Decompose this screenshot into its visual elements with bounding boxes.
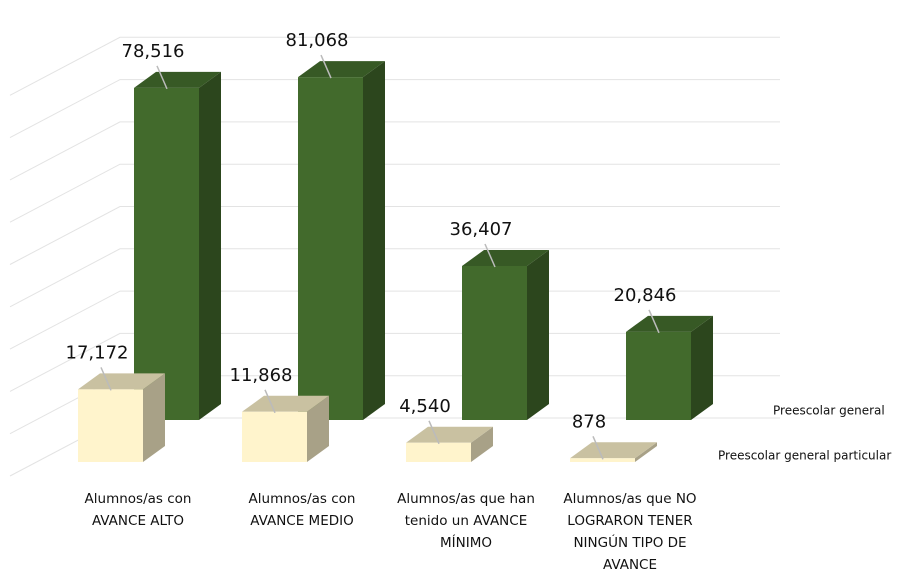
- bar-top: [134, 71, 221, 88]
- grid-line: [9, 36, 780, 96]
- grid-line: [9, 121, 780, 181]
- bar-top: [298, 61, 385, 78]
- legend-label: Preescolar general: [773, 404, 885, 418]
- bar-front: [406, 442, 471, 462]
- data-label: 78,516: [122, 41, 185, 62]
- grid-line: [9, 248, 780, 308]
- leader-line: [428, 420, 440, 445]
- bar: [242, 395, 329, 462]
- bar-top: [78, 373, 165, 390]
- bar-front: [134, 87, 199, 420]
- grid-line: [9, 332, 780, 392]
- bar-top: [570, 442, 657, 459]
- x-tick-label: Alumnos/as con AVANCE MEDIO: [248, 491, 356, 529]
- bar-top: [462, 249, 549, 266]
- bar-front: [78, 389, 143, 462]
- data-label: 36,407: [450, 219, 513, 240]
- data-label: 11,868: [230, 365, 293, 386]
- bar-front: [242, 411, 307, 462]
- bar-side: [363, 61, 385, 420]
- x-tick-label: Alumnos/as que han tenido un AVANCE MÍNI…: [397, 491, 535, 551]
- grid-line: [9, 79, 780, 139]
- bar: [626, 315, 713, 420]
- bar-side: [199, 71, 221, 420]
- bar: [570, 442, 657, 462]
- bar-side: [635, 442, 657, 462]
- grid-line: [9, 290, 780, 350]
- bar-top: [406, 426, 493, 443]
- bar-front: [462, 265, 527, 420]
- bar-side: [143, 373, 165, 462]
- x-tick-label: Alumnos/as con AVANCE ALTO: [84, 491, 192, 529]
- bar-top: [626, 315, 713, 332]
- data-label: 81,068: [286, 30, 349, 51]
- bar-front: [570, 458, 635, 462]
- grid-line: [9, 163, 780, 223]
- bar-front: [626, 331, 691, 420]
- leader-line: [592, 435, 604, 460]
- bar-front: [298, 77, 363, 420]
- bar: [406, 426, 493, 462]
- data-label: 20,846: [614, 285, 677, 306]
- leader-line: [484, 243, 496, 268]
- bar: [298, 61, 385, 420]
- leader-line: [100, 367, 112, 391]
- leader-line: [648, 309, 660, 334]
- data-label: 17,172: [66, 342, 129, 363]
- bar: [134, 71, 221, 420]
- data-label: 4,540: [399, 396, 451, 417]
- bar-side: [691, 315, 713, 420]
- bar-side: [527, 249, 549, 420]
- legend-label: Preescolar general particular: [718, 449, 891, 463]
- data-label: 878: [572, 411, 606, 432]
- leader-line: [264, 389, 276, 414]
- bar: [78, 373, 165, 462]
- leader-line: [156, 65, 168, 90]
- grid-line: [9, 206, 780, 265]
- bar-top: [242, 395, 329, 412]
- bar-side: [307, 395, 329, 462]
- bar: [462, 249, 549, 420]
- bar-side: [471, 426, 493, 462]
- x-tick-label: Alumnos/as que NO LOGRARON TENER NINGÚN …: [563, 491, 697, 573]
- leader-line: [320, 54, 332, 79]
